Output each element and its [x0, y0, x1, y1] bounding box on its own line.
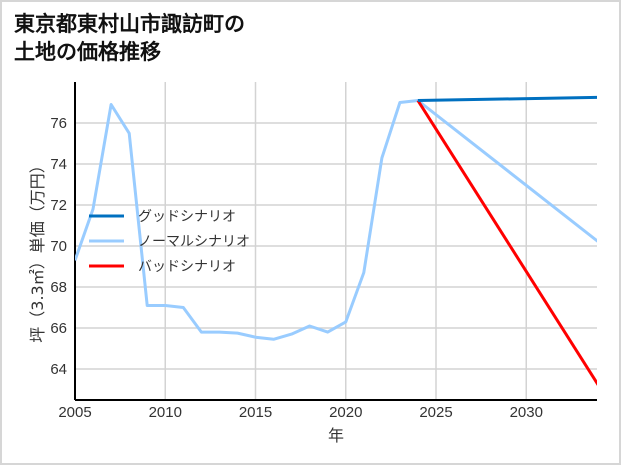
- x-tick-label: 2020: [329, 404, 362, 421]
- title-line-2: 土地の価格推移: [14, 40, 161, 64]
- x-axis-label: 年: [328, 426, 344, 445]
- series-line-bad: [416, 99, 597, 386]
- series-line-good: [417, 95, 597, 102]
- series-line-normal: [75, 99, 597, 341]
- title-line-1: 東京都東村山市諏訪町の: [14, 12, 245, 36]
- legend-label: グッドシナリオ: [138, 209, 236, 225]
- y-tick-label: 74: [50, 156, 67, 173]
- y-tick-label: 76: [50, 115, 67, 132]
- y-tick-label: 70: [50, 238, 67, 255]
- chart-title: 東京都東村山市諏訪町の 土地の価格推移: [14, 10, 245, 66]
- y-tick-label: 66: [50, 320, 67, 337]
- y-tick-label: 64: [50, 361, 67, 378]
- x-tick-label: 2005: [58, 404, 91, 421]
- x-tick-label: 2030: [510, 404, 543, 421]
- legend-label: ノーマルシナリオ: [138, 234, 250, 250]
- legend-label: バッドシナリオ: [138, 259, 236, 275]
- x-tick-label: 2010: [149, 404, 182, 421]
- x-tick-label: 2015: [239, 404, 272, 421]
- x-tick-label: 2025: [419, 404, 452, 421]
- y-axis-label: 坪（3.3㎡）単価（万円）: [28, 157, 47, 342]
- y-tick-label: 72: [50, 197, 67, 214]
- y-tick-label: 68: [50, 279, 67, 296]
